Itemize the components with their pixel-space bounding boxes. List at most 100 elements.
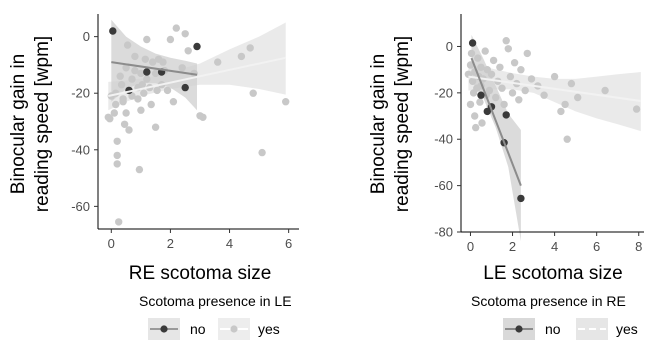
data-point-yes [143, 75, 151, 83]
data-point-yes [153, 86, 161, 95]
data-point-yes [481, 47, 489, 55]
data-point-yes [517, 66, 525, 74]
legend-label-no: no [545, 321, 561, 337]
data-point-yes [477, 63, 485, 71]
legend-key-no [503, 318, 535, 340]
x-tick-label: 0 [467, 239, 474, 254]
data-point-yes [147, 100, 155, 109]
data-point-yes [113, 160, 121, 168]
data-point-yes [557, 107, 565, 116]
plot-area-re: 0 -20 -40 -60 0 2 4 6 [71, 14, 299, 251]
legend-label-yes: yes [258, 321, 280, 337]
data-point-yes [137, 106, 145, 114]
legend-title: Scotoma presence in LE [139, 293, 292, 309]
y-tick-label: -40 [434, 132, 453, 147]
data-point-yes [141, 55, 149, 63]
x-tick-label: 4 [226, 236, 233, 251]
x-tick-label: 4 [551, 239, 558, 254]
data-point-yes [492, 93, 500, 102]
data-point-yes [151, 69, 160, 78]
y-axis-title-line2: reading speed [wpm] [32, 36, 53, 212]
fit-line-no [470, 57, 522, 186]
confidence-band-yes [468, 65, 641, 132]
data-point-yes [508, 89, 517, 97]
data-point-yes [632, 105, 641, 113]
y-tick-label: -40 [71, 142, 90, 157]
x-tick-label: 2 [167, 236, 174, 251]
data-point-no [468, 39, 477, 47]
data-point-yes [131, 66, 139, 75]
data-point-yes [143, 35, 151, 44]
data-point-yes [563, 135, 571, 143]
data-point-yes [466, 61, 475, 69]
y-tick-label: -20 [71, 86, 90, 101]
data-point-yes [172, 24, 180, 32]
y-axis-title-line1: Binocular gain in [8, 54, 29, 194]
data-point-yes [128, 75, 136, 83]
y-axis-title-line2: reading speed [wpm] [392, 36, 413, 212]
x-tick-label: 8 [635, 239, 642, 254]
data-point-yes [258, 148, 266, 157]
fit-line-yes [468, 75, 641, 102]
data-point-yes [502, 37, 510, 45]
data-point-yes [466, 100, 475, 109]
data-point-yes [523, 49, 531, 58]
data-point-no [517, 194, 525, 203]
data-point-yes [496, 63, 504, 71]
data-point-yes [500, 100, 508, 109]
data-point-yes [184, 47, 192, 55]
data-point-no [109, 27, 117, 35]
data-point-no [477, 91, 485, 99]
data-point-yes [540, 91, 548, 99]
chart-panel-le: Binocular gain in reading speed [wpm] 0-… [368, 14, 644, 340]
data-point-yes [246, 44, 254, 52]
data-point-yes [116, 72, 124, 80]
data-point-yes [199, 113, 207, 122]
x-tick-label: 6 [593, 239, 600, 254]
data-point-yes [113, 137, 121, 145]
data-point-yes [131, 52, 139, 61]
data-point-yes [282, 98, 290, 106]
data-point-yes [110, 109, 119, 117]
data-point-yes [117, 81, 126, 89]
legend-title: Scotoma presence in RE [471, 293, 626, 309]
data-point-yes [487, 70, 496, 79]
data-point-yes [113, 151, 121, 160]
data-point-yes [137, 69, 145, 78]
data-point-yes [471, 112, 479, 120]
data-point-yes [163, 86, 172, 95]
data-point-yes [515, 96, 523, 104]
data-point-yes [169, 98, 178, 106]
data-point-yes [181, 30, 189, 38]
y-tick-label: -80 [434, 225, 453, 240]
data-point-yes [550, 72, 559, 81]
data-point-yes [214, 58, 222, 66]
data-point-yes [467, 49, 476, 58]
y-tick-label: 0 [446, 39, 453, 54]
y-tick-label: -60 [434, 178, 453, 193]
data-point-yes [138, 81, 146, 89]
data-point-yes [489, 56, 498, 65]
data-point-yes [166, 35, 175, 44]
data-point-yes [178, 64, 186, 72]
y-axis-title-line1: Binocular gain in [368, 54, 389, 194]
data-point-yes [485, 86, 494, 95]
data-point-yes [249, 89, 257, 97]
data-point-no [193, 42, 201, 51]
data-point-yes [122, 109, 130, 117]
data-point-yes [506, 72, 515, 81]
data-point-yes [123, 41, 132, 49]
chart-panel-re: Binocular gain in reading speed [wpm] 0 -… [8, 14, 299, 340]
x-tick-label: 0 [108, 236, 115, 251]
data-point-yes [237, 52, 246, 61]
data-point-yes [122, 64, 130, 72]
data-point-yes [472, 123, 480, 132]
x-tick-label: 6 [285, 236, 292, 251]
data-point-yes [561, 100, 569, 109]
data-point-no [181, 83, 189, 92]
y-tick-label: -60 [71, 199, 90, 214]
data-point-yes [601, 86, 609, 95]
fit-line-no [111, 61, 198, 76]
data-point-no [143, 68, 151, 76]
